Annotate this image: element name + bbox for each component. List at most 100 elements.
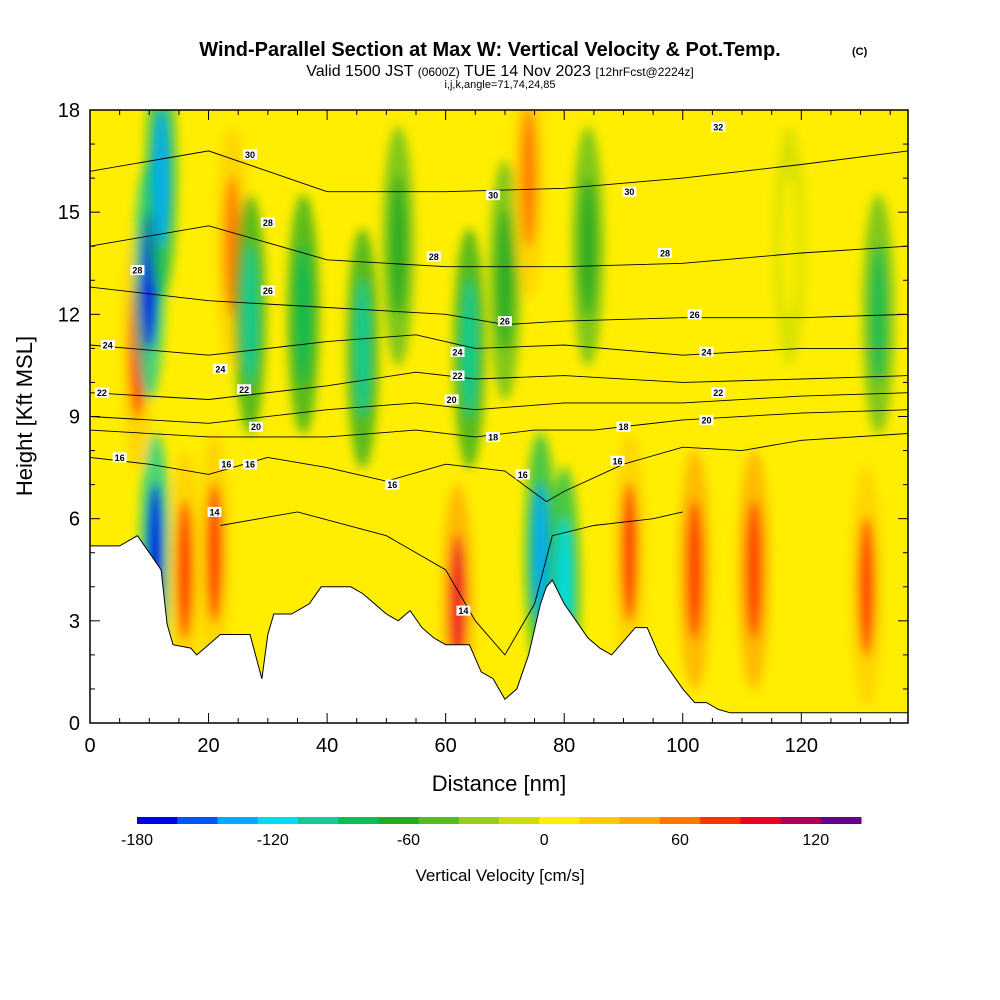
isentrope-label-5: 28 [426,251,441,262]
velocity-core-center-19 [745,499,762,640]
isentrope-label-text-3: 32 [713,123,723,133]
x-tick-label: 0 [84,735,95,757]
isentrope-label-6: 28 [657,248,672,259]
isentrope-label-text-17: 22 [452,371,462,381]
x-tick-label: 60 [435,735,457,757]
chart-title-mark: (C) [852,46,868,58]
colorbar-segment-11 [579,817,621,824]
velocity-core-center-9 [354,278,371,419]
isentrope-30 [90,150,908,193]
isentrope-label-text-18: 22 [713,388,723,398]
isentrope-label-text-20: 20 [447,395,457,405]
isentrope-label-19: 20 [248,421,263,432]
isentrope-label-20: 20 [444,394,459,405]
y-axis: 0 3 6 9 12 15 18 [58,100,908,735]
colorbar-segment-3 [257,817,299,824]
isentrope-label-text-26: 16 [245,460,255,470]
velocity-field [121,110,895,723]
colorbar-segment-12 [619,817,661,824]
isentrope-label-text-15: 22 [97,388,107,398]
velocity-core-center-18 [686,499,703,640]
isentrope-label-text-0: 30 [245,150,255,160]
isentrope-label-10: 26 [687,309,702,320]
isentrope-label-18: 22 [711,387,726,398]
y-tick-label: 15 [58,202,80,224]
colorbar-tick-label: -180 [121,832,153,849]
isentrope-label-14: 24 [699,346,714,357]
colorbar-tick-label: 0 [540,832,549,849]
colorbar-segment-0 [137,817,178,824]
isentrope-label-11: 24 [100,339,115,350]
colorbar-segment-17 [820,817,862,824]
isentrope-18 [90,409,908,438]
isentrope-label-17: 22 [450,370,465,381]
plot-area: 30 30 30 32 28 28 28 28 26 26 26 24 24 24 24 22 22 22 22 20… [90,110,908,723]
y-tick-label: 12 [58,304,80,326]
isentrope-label-text-5: 28 [429,252,439,262]
colorbar-segment-13 [659,817,701,824]
isentrope-label-text-27: 16 [387,480,397,490]
isentrope-label-text-13: 24 [452,347,462,357]
isentrope-label-text-25: 16 [221,460,231,470]
isentrope-label-25: 16 [219,459,234,470]
colorbar-tick-label: -120 [257,832,289,849]
colorbar-ticks: -180 -120 -60 0 60 120 [121,832,829,849]
isentrope-label-1: 30 [486,190,501,201]
isentrope-label-text-4: 28 [263,218,273,228]
x-tick-label: 20 [197,735,219,757]
isentrope-label-7: 28 [130,265,145,276]
isentrope-label-13: 24 [450,346,465,357]
velocity-core-center-8 [295,244,312,385]
isentrope-label-layer: 30 30 30 32 28 28 28 28 26 26 26 24 24 24 24 22 22 22 22 20… [94,122,726,616]
isentrope-label-text-16: 22 [239,385,249,395]
colorbar-segment-5 [338,817,379,824]
isentrope-label-text-14: 24 [701,347,711,357]
isentrope-label-text-24: 16 [115,453,125,463]
terrain-mask [90,535,908,723]
velocity-core-center-21 [870,244,887,385]
subtitle-date: TUE 14 Nov 2023 [464,63,591,80]
isentrope-label-text-31: 14 [458,606,468,616]
colorbar-segment-14 [700,817,741,824]
x-tick-label: 80 [553,735,575,757]
isentrope-label-text-2: 30 [624,187,634,197]
colorbar-tick-label: 60 [671,832,689,849]
isentrope-label-16: 22 [237,384,252,395]
isentrope-label-text-7: 28 [132,266,142,276]
velocity-core-center-7 [242,244,259,385]
velocity-core-center-10 [390,176,407,317]
velocity-core-center-22 [579,176,596,317]
x-tick-label: 40 [316,735,338,757]
isentrope-label-21: 20 [699,414,714,425]
isentrope-label-15: 22 [94,387,109,398]
y-tick-label: 9 [69,407,80,429]
isentrope-label-text-30: 14 [209,507,219,517]
isentrope-label-text-9: 26 [500,317,510,327]
isentrope-22 [90,371,908,400]
subtitle-utc: (0600Z) [418,65,460,79]
x-tick-label: 100 [666,735,699,757]
x-axis-label: Distance [nm] [432,771,567,796]
velocity-core-center-15 [532,482,549,623]
colorbar-segment-8 [458,817,500,824]
chart-title: Wind-Parallel Section at Max W: Vertical… [199,39,780,61]
isentrope-label-text-22: 18 [488,432,498,442]
y-tick-label: 0 [69,713,80,735]
colorbar-label: Vertical Velocity [cm/s] [415,866,584,885]
isentrope-label-text-23: 18 [618,422,628,432]
isentrope-label-12: 24 [213,363,228,374]
isentrope-label-text-11: 24 [103,340,113,350]
isentrope-28 [90,225,908,268]
y-tick-label: 3 [69,611,80,633]
isentrope-label-8: 26 [260,285,275,296]
isentrope-label-text-8: 26 [263,286,273,296]
isentrope-label-27: 16 [385,479,400,490]
chart-subtitle-2: i,j,k,angle=71,74,24,85 [444,79,555,91]
isentrope-label-text-29: 16 [613,456,623,466]
y-tick-label: 6 [69,509,80,531]
velocity-core-center-3 [153,110,170,249]
colorbar-segment-9 [499,817,540,824]
velocity-core-center-14 [520,110,537,249]
isentrope-label-31: 14 [456,605,471,616]
